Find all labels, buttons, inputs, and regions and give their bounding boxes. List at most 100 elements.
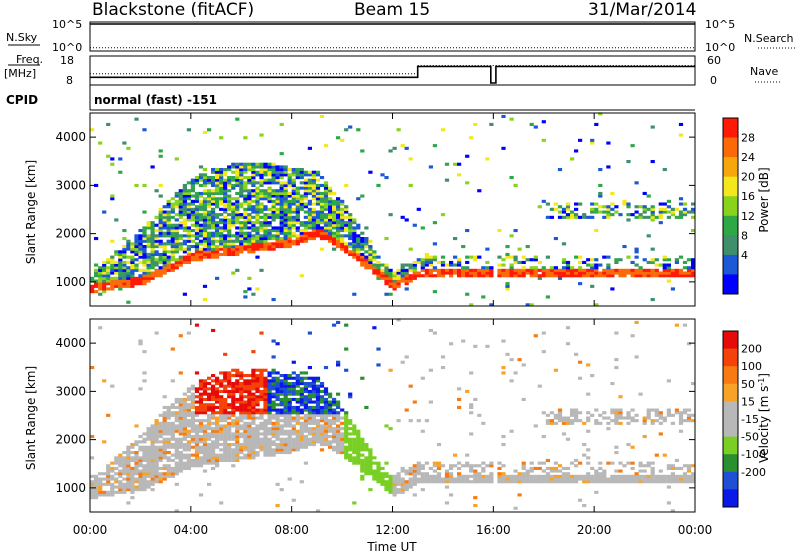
- x-tick-label: 16:00: [476, 523, 511, 537]
- velocity-cell: [202, 397, 208, 401]
- velocity-cell: [348, 453, 353, 457]
- power-cell: [610, 268, 615, 272]
- power-cell: [194, 215, 200, 219]
- velocity-cell: [336, 448, 341, 452]
- power-cell: [634, 250, 639, 254]
- y-tick-label: 1000: [55, 275, 86, 289]
- velocity-cell: [465, 461, 470, 465]
- power-cell: [453, 255, 458, 259]
- power-cell: [388, 276, 393, 280]
- velocity-cell: [307, 405, 312, 409]
- power-cell: [360, 258, 365, 262]
- power-cell: [344, 183, 349, 187]
- velocity-cell: [396, 482, 401, 486]
- velocity-cell: [315, 419, 321, 423]
- velocity-cell: [150, 435, 155, 439]
- power-cell: [352, 237, 357, 241]
- power-cell: [465, 271, 470, 275]
- power-cell: [549, 215, 554, 219]
- power-cell: [114, 268, 119, 272]
- power-cell: [243, 226, 248, 230]
- velocity-cell: [186, 421, 191, 425]
- power-cell: [130, 271, 135, 275]
- power-cell: [251, 191, 256, 195]
- velocity-cell: [686, 466, 692, 470]
- power-cell: [231, 215, 236, 219]
- velocity-cell: [170, 403, 175, 407]
- velocity-cell: [182, 437, 187, 441]
- power-cell: [231, 250, 236, 254]
- power-cell: [223, 183, 228, 187]
- velocity-cell: [311, 400, 316, 404]
- power-cell: [549, 207, 554, 211]
- velocity-cell: [436, 466, 442, 470]
- power-cell: [376, 260, 381, 264]
- velocity-cell: [166, 458, 171, 462]
- velocity-cell: [170, 424, 175, 428]
- velocity-cell: [102, 490, 107, 494]
- velocity-cell: [428, 474, 433, 478]
- velocity-cell: [541, 469, 546, 473]
- power-cell: [243, 290, 248, 294]
- velocity-cell: [340, 445, 345, 449]
- velocity-cell: [549, 477, 554, 481]
- power-cell: [275, 168, 280, 172]
- velocity-cell: [549, 474, 554, 478]
- power-cell: [146, 223, 151, 227]
- power-cell: [537, 268, 542, 272]
- power-cell: [388, 279, 393, 283]
- velocity-cell: [344, 413, 349, 417]
- velocity-cell: [279, 387, 284, 391]
- velocity-cell: [247, 374, 252, 378]
- power-cell: [231, 202, 236, 206]
- power-cell: [291, 234, 296, 238]
- velocity-cell: [207, 482, 212, 486]
- velocity-cell: [574, 477, 579, 481]
- power-cell: [271, 237, 276, 241]
- velocity-cell: [231, 419, 236, 423]
- power-cell: [557, 210, 563, 214]
- date-title: 31/Mar/2014: [588, 0, 696, 20]
- velocity-cell: [259, 437, 264, 441]
- velocity-cell: [227, 456, 232, 460]
- freq-unit-label: [MHz]: [4, 67, 36, 80]
- velocity-cell: [215, 445, 220, 449]
- velocity-cell: [344, 419, 349, 423]
- velocity-cell: [122, 466, 127, 470]
- power-colorbar-tick: 8: [741, 229, 748, 242]
- power-cell: [110, 268, 115, 272]
- power-cell: [170, 263, 175, 267]
- velocity-cell: [130, 485, 135, 489]
- x-axis-label: Time UT: [366, 540, 417, 554]
- power-cell: [235, 247, 240, 251]
- velocity-cell: [194, 458, 200, 462]
- velocity-cell: [235, 451, 240, 455]
- velocity-colorbar-segment: [723, 419, 738, 438]
- velocity-cell: [227, 437, 232, 441]
- velocity-cell: [194, 413, 200, 417]
- power-cell: [110, 282, 115, 286]
- power-cell: [344, 234, 349, 238]
- power-cell: [360, 252, 365, 256]
- velocity-cell: [364, 405, 369, 409]
- power-cell: [574, 274, 579, 278]
- power-cell: [650, 215, 655, 219]
- power-cell: [122, 282, 127, 286]
- velocity-cell: [186, 461, 191, 465]
- power-cell: [223, 250, 228, 254]
- velocity-cell: [311, 395, 316, 399]
- power-cell: [662, 207, 667, 211]
- velocity-cell: [444, 485, 450, 489]
- power-cell: [263, 205, 268, 209]
- power-cell: [182, 250, 187, 254]
- velocity-cell: [207, 403, 212, 407]
- velocity-cell: [340, 448, 345, 452]
- velocity-cell: [384, 424, 389, 428]
- velocity-cell: [186, 419, 191, 423]
- velocity-cell: [295, 379, 300, 383]
- velocity-cell: [428, 328, 433, 332]
- power-cell: [561, 266, 567, 270]
- power-cell: [202, 189, 208, 193]
- velocity-cell: [211, 456, 216, 460]
